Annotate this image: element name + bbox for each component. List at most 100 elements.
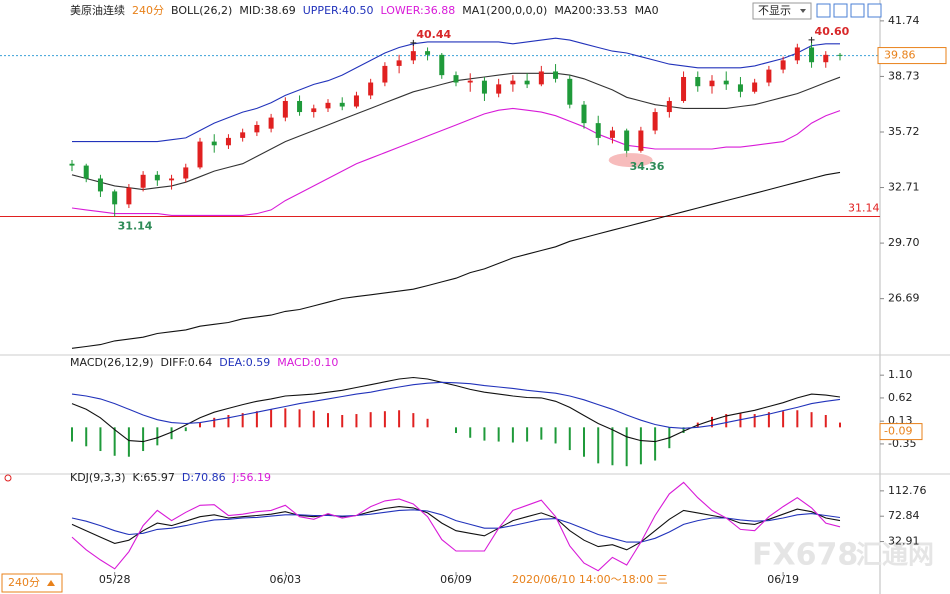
candle-body (297, 100, 303, 113)
annotation: 34.36 (630, 160, 665, 173)
dropdown-arrow (800, 9, 806, 13)
candle-body (325, 102, 331, 109)
candle-body (709, 80, 715, 87)
peak-marker (808, 36, 815, 43)
dropdown[interactable] (752, 2, 812, 20)
candle-body (282, 100, 288, 118)
y-tick-label: -0.35 (888, 437, 916, 450)
legend-entry: 240分 (132, 4, 164, 17)
candle-body (169, 178, 175, 181)
x-tick-label: 06/09 (440, 573, 472, 586)
peak-marker (410, 39, 417, 46)
last-price-label: 39.86 (884, 49, 916, 62)
candle-body (666, 100, 672, 113)
legend-entry: BOLL(26,2) (171, 4, 232, 17)
candle-body (211, 141, 217, 146)
last-price-box (877, 47, 947, 65)
indicator-line (71, 509, 841, 543)
candle-body (240, 132, 246, 138)
candle-body (481, 80, 487, 94)
legend-entry: K:65.97 (133, 471, 175, 484)
candle-body (766, 69, 772, 83)
y-tick-label: 29.70 (888, 236, 920, 249)
y-tick-label: 0.62 (888, 391, 913, 404)
candle-body (97, 178, 103, 192)
candle-body (467, 80, 473, 83)
candle-body (581, 104, 587, 124)
legend-entry: UPPER:40.50 (303, 4, 374, 17)
candle-body (225, 137, 231, 146)
candle-body (453, 75, 459, 83)
y-tick-label: 32.91 (888, 535, 920, 548)
cursor-label: -0.09 (884, 425, 912, 438)
x-tick-label: 06/03 (269, 573, 301, 586)
period-box[interactable] (1, 573, 63, 593)
legend-entry: MID:38.69 (239, 4, 295, 17)
scroll-right[interactable] (867, 3, 882, 18)
legend-entry: MA1(200,0,0,0) (462, 4, 547, 17)
candle-body (69, 163, 75, 166)
candle-body (154, 174, 160, 181)
candle-body (311, 108, 317, 113)
candle-body (126, 187, 132, 205)
y-tick-label: 35.72 (888, 125, 920, 138)
candle-body (752, 82, 758, 92)
y-tick-label: 112.76 (888, 484, 927, 497)
candle-body (425, 51, 431, 55)
candle-body (595, 123, 601, 138)
indicator-line (72, 37, 840, 143)
annotation: 40.60 (815, 25, 850, 38)
settings-icon[interactable] (4, 474, 12, 482)
indicator-line (71, 381, 841, 429)
y-tick-label: 1.10 (888, 368, 913, 381)
candle-body (681, 76, 687, 101)
crosshair-label: 2020/06/10 14:00～18:00 三 (512, 573, 668, 586)
annotation: 31.14 (118, 220, 153, 233)
candle-body (112, 191, 118, 205)
support-label: 31.14 (848, 202, 880, 215)
y-tick-label: 32.71 (888, 181, 920, 194)
candle-body (624, 130, 630, 151)
candle-body (809, 47, 815, 63)
period-selector[interactable]: 240分 (8, 576, 40, 589)
candle-body (553, 71, 559, 79)
zoom-in[interactable] (816, 3, 831, 18)
x-tick-label: 06/19 (767, 573, 799, 586)
low-highlight (608, 153, 653, 168)
y-tick-label: 72.84 (888, 509, 920, 522)
candle-body (197, 141, 203, 168)
candle-body (524, 80, 530, 85)
candle-body (496, 84, 502, 94)
period-arrow (47, 580, 55, 586)
y-tick-label: 26.69 (888, 292, 920, 305)
cursor-box (879, 423, 923, 441)
legend-entry: LOWER:36.88 (381, 4, 456, 17)
scroll-left[interactable] (850, 3, 865, 18)
legend-entry: MA0 (635, 4, 659, 17)
candle-body (609, 130, 615, 138)
zoom-out[interactable] (833, 3, 848, 18)
legend-entry: DIFF:0.64 (161, 356, 213, 369)
legend-entry: MACD:0.10 (277, 356, 338, 369)
annotation: 40.44 (416, 28, 451, 41)
legend-entry: J:56.19 (232, 471, 271, 484)
candle-body (567, 78, 573, 105)
candle-body (268, 117, 274, 129)
candle-body (837, 54, 843, 56)
legend-entry: D:70.86 (182, 471, 226, 484)
dropdown-label[interactable]: 不显示 (758, 4, 791, 17)
y-tick-label: 38.73 (888, 69, 920, 82)
legend-entry: MACD(26,12,9) (70, 356, 154, 369)
candle-body (439, 54, 445, 76)
indicator-line (71, 107, 841, 216)
watermark: FX678 (752, 538, 858, 573)
candle-body (823, 54, 829, 63)
candle-body (780, 60, 786, 70)
legend-entry: KDJ(9,3,3) (70, 471, 126, 484)
candle-body (737, 84, 743, 92)
candle-body (368, 82, 374, 96)
watermark: 汇通网 (856, 541, 934, 571)
y-tick-label: 41.74 (888, 14, 920, 27)
